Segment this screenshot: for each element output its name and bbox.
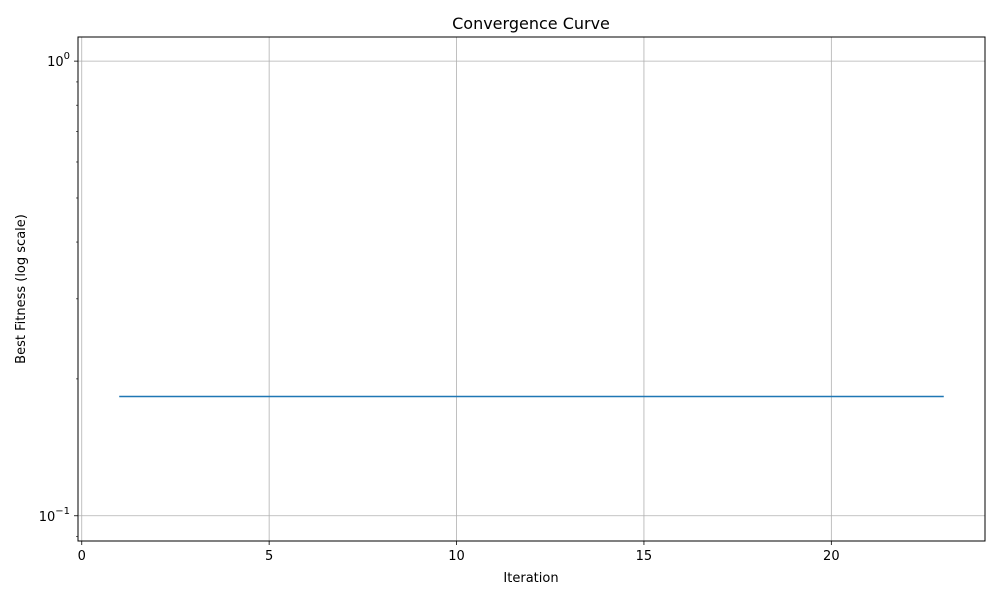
x-axis-label: Iteration bbox=[503, 571, 558, 586]
plot-frame bbox=[77, 36, 986, 542]
x-tick-label: 10 bbox=[448, 549, 465, 564]
x-tick-label: 15 bbox=[636, 549, 653, 564]
y-axis-label: Best Fitness (log scale) bbox=[14, 214, 29, 364]
chart-title: Convergence Curve bbox=[452, 14, 610, 33]
y-tick-label: 100 bbox=[47, 51, 70, 70]
tick-layer: 0 5 10 15 20 10−1 100 bbox=[39, 51, 840, 564]
x-tick-label: 5 bbox=[265, 549, 273, 564]
x-tick-label: 0 bbox=[78, 549, 86, 564]
grid-layer bbox=[78, 37, 985, 541]
y-tick-label: 10−1 bbox=[39, 506, 70, 525]
x-tick-label: 20 bbox=[823, 549, 840, 564]
